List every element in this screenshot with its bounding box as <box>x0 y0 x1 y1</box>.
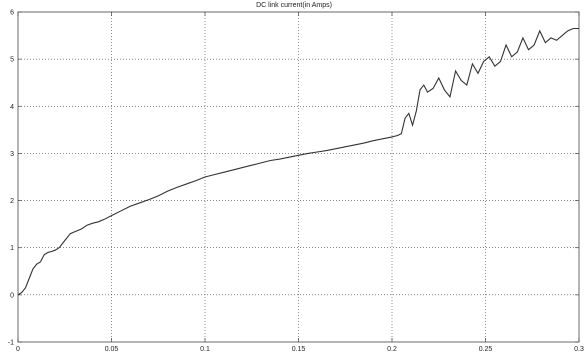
chart-title: DC link current(in Amps) <box>256 2 332 9</box>
x-tick-label: 0.3 <box>574 346 584 353</box>
y-tick-label: 4 <box>10 104 14 111</box>
y-tick-label: 3 <box>10 151 14 158</box>
y-tick-label: 6 <box>10 10 14 17</box>
series-line <box>17 27 579 296</box>
y-tick-label: 0 <box>10 292 14 299</box>
x-tick-label: 0.25 <box>479 346 493 353</box>
grid-lines <box>18 12 579 342</box>
y-tick-label: 2 <box>10 198 14 205</box>
y-tick-label: 1 <box>10 245 14 252</box>
x-tick-label: 0.2 <box>387 346 397 353</box>
x-tick-label: 0.05 <box>105 346 119 353</box>
y-tick-label: -1 <box>8 340 14 347</box>
y-tick-label: 5 <box>10 57 14 64</box>
x-tick-label: 0.15 <box>292 346 306 353</box>
x-tick-label: 0 <box>16 346 20 353</box>
x-tick-label: 0.1 <box>200 346 210 353</box>
